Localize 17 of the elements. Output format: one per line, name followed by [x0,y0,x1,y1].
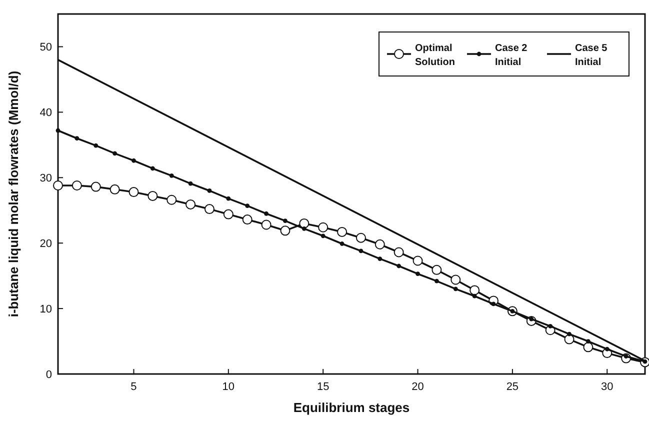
x-tick-label: 5 [130,381,137,393]
x-tick-label: 15 [316,381,330,393]
y-tick-label: 50 [40,42,52,54]
y-tick-label: 40 [40,107,52,120]
legend-label: Optimal Solution [415,43,455,68]
x-tick-label: 30 [601,381,614,393]
y-tick-label: 0 [46,369,52,381]
legend-label: Case 5 Initial [575,43,608,68]
y-axis-title: i-butane liquid molar flowrates (Mmol/d) [6,70,21,318]
x-tick-label: 25 [506,381,519,393]
legend-label: Case 2 Initial [495,43,528,68]
x-axis-title: Equilibrium stages [293,400,410,415]
x-tick-label: 20 [412,381,424,393]
y-tick-label: 20 [40,238,52,250]
y-tick-label: 10 [40,304,52,316]
y-tick-label: 30 [40,172,52,185]
x-tick-label: 10 [222,381,235,393]
